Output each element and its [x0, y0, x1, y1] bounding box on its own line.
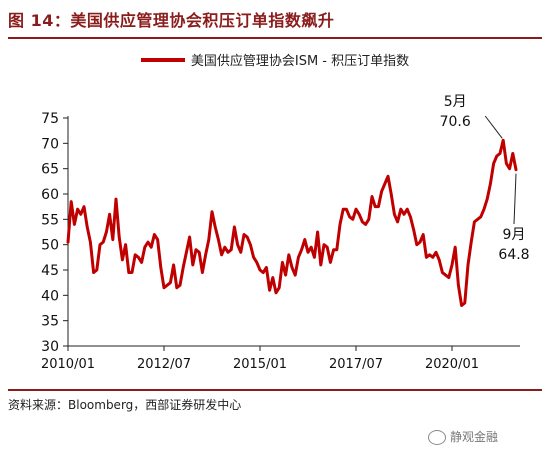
x-tick-label: 2015/01 — [233, 357, 287, 372]
chart-legend: 美国供应管理协会ISM - 积压订单指数 — [0, 50, 550, 69]
y-axis: 30 35 40 45 50 55 60 65 70 75 — [41, 111, 69, 355]
y-tick-label: 55 — [41, 212, 59, 228]
line-chart: 30 35 40 45 50 55 60 65 70 75 2010/01 2012/07 2015/… — [41, 94, 530, 372]
x-tick-label: 2017/07 — [329, 357, 383, 372]
title-divider — [8, 37, 542, 39]
annotation-month-label: 5月 — [444, 94, 467, 110]
y-tick-label: 45 — [41, 263, 59, 279]
source-note: 资料来源：Bloomberg，西部证券研发中心 — [8, 398, 242, 412]
legend-label: 美国供应管理协会ISM - 积压订单指数 — [190, 54, 410, 69]
source-divider — [8, 389, 542, 391]
wechat-logo-icon — [428, 430, 446, 445]
y-tick-label: 60 — [41, 187, 59, 203]
x-tick-label: 2020/01 — [425, 357, 479, 372]
annotation-month-label: 9月 — [503, 227, 526, 243]
x-tick-label: 2012/07 — [137, 357, 191, 372]
y-tick-label: 30 — [41, 339, 59, 355]
watermark-text: 静观金融 — [450, 430, 499, 444]
annotation-leader-line — [484, 115, 503, 139]
annotation-value-label: 64.8 — [498, 247, 529, 263]
y-tick-label: 65 — [41, 162, 59, 178]
y-tick-label: 40 — [41, 288, 59, 304]
y-tick-label: 50 — [41, 238, 59, 254]
figure-title: 图 14：美国供应管理协会积压订单指数飙升 — [8, 11, 335, 30]
annotation-leader-line — [513, 173, 517, 225]
legend-swatch — [140, 57, 185, 62]
y-tick-label: 70 — [41, 136, 59, 152]
x-axis: 2010/01 2012/07 2015/01 2017/07 2020/01 — [41, 345, 520, 372]
y-tick-label: 75 — [41, 111, 59, 127]
series-line — [66, 138, 518, 307]
watermark: 静观金融 — [428, 428, 498, 445]
x-tick-label: 2010/01 — [41, 357, 95, 372]
annotation-value-label: 70.6 — [440, 114, 471, 130]
y-tick-label: 35 — [41, 314, 59, 330]
annotations: 5月 70.6 9月 64.8 — [440, 94, 530, 263]
